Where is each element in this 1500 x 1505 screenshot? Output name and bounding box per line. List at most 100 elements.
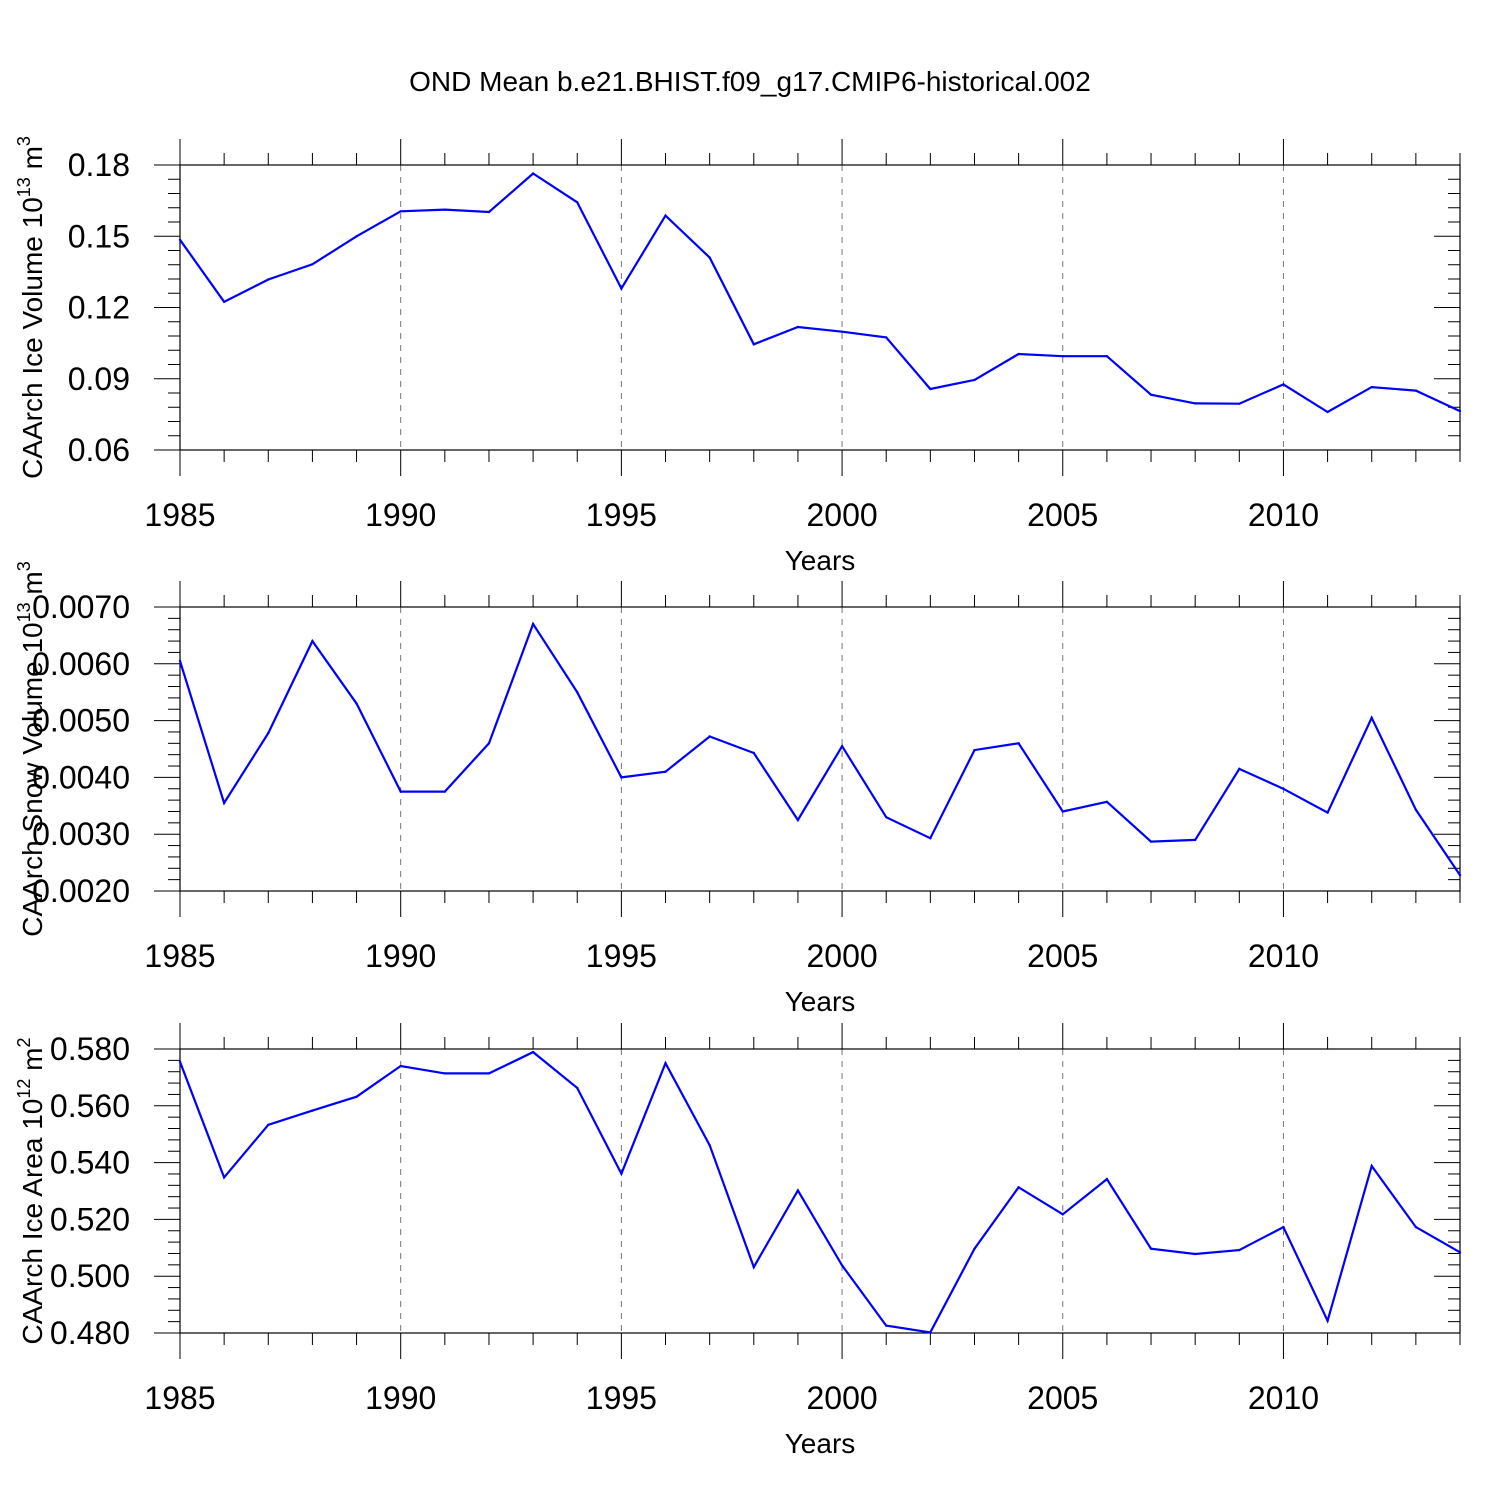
data-point [1414,808,1418,811]
data-point [267,731,270,735]
y-axis-title-exponent: 12 [14,1079,34,1099]
y-tick-label: 0.0070 [32,589,130,625]
data-point [1458,1251,1462,1254]
y-tick-label: 0.15 [68,218,130,254]
x-tick-label: 1990 [365,1380,436,1416]
x-tick-label: 2005 [1027,938,1098,974]
x-tick-label: 2000 [806,1380,877,1416]
x-axis-title: Years [785,986,856,1017]
data-point [1370,716,1373,719]
y-tick-label: 0.12 [68,290,130,326]
y-tick-label: 0.0040 [32,759,130,795]
y-axis-title: CAArch Ice Area 1012 m2 [14,1037,48,1344]
y-axis-title-text: CAArch Ice Area 10 [17,1099,48,1345]
data-point [1061,810,1064,813]
x-tick-label: 1990 [365,497,436,533]
data-point [487,1072,491,1075]
data-point [1105,354,1109,358]
data-point [1061,1213,1064,1216]
data-point [1238,767,1241,771]
data-point [531,172,535,175]
plot-frame [179,1048,1461,1334]
x-tick-label: 1995 [586,938,657,974]
data-point [1326,410,1329,414]
data-point [178,1060,182,1063]
data-point [399,790,402,793]
data-point [620,287,623,290]
panel-1: 0.06 0.09 0.12 0.15 0.18 1985 1990 1995 2000 2005… [14,136,1462,576]
y-tick-label: 0.500 [50,1258,130,1294]
data-point [399,1064,402,1068]
y-tick-label: 0.560 [50,1088,130,1124]
y-axis-title-unit-exponent: 3 [14,136,34,146]
data-point [708,256,711,259]
data-point [1149,1247,1153,1250]
data-point [708,1144,711,1147]
data-point [664,1062,667,1065]
data-point [840,744,844,748]
data-point [311,639,314,643]
data-point [752,751,755,755]
y-tick-label: 0.09 [68,361,130,397]
data-point [443,208,447,211]
data-point [222,300,226,303]
y-axis-title: CAArch Ice Volume 1013 m3 [14,136,48,479]
data-point [222,801,226,805]
data-point [620,776,623,779]
data-point [355,702,358,705]
data-point [443,1072,447,1075]
data-point [1414,1225,1418,1229]
y-axis-title-unit: m [17,571,48,602]
data-point [796,818,800,822]
data-point [399,210,402,213]
data-point [664,214,667,217]
data-point [1238,1248,1241,1252]
x-tick-label: 2005 [1027,1380,1098,1416]
x-tick-label: 2000 [806,938,877,974]
x-tick-label: 2010 [1248,1380,1319,1416]
data-point [487,742,491,745]
data-point [752,343,755,346]
x-tick-label: 1985 [144,497,215,533]
series-line [178,621,1461,876]
data-point [1326,811,1329,814]
data-point [885,1324,888,1327]
data-point [840,1264,844,1267]
y-axis-title-unit-exponent: 3 [14,561,34,571]
y-axis-title-text: CAArch Snow Volume 10 [17,622,48,936]
x-tick-label: 1995 [586,497,657,533]
series-line [179,172,1461,414]
x-tick-label: 2005 [1027,497,1098,533]
plot-frame [179,164,1461,451]
data-point [752,1265,755,1269]
data-point [1370,1164,1373,1168]
data-point [355,235,358,238]
data-point [1282,1225,1285,1229]
data-point [796,1189,800,1192]
y-tick-label: 0.0020 [32,873,130,909]
data-point [1458,873,1462,877]
y-tick-label: 0.18 [68,147,130,183]
data-point [576,1086,579,1090]
data-point [1017,742,1020,745]
x-tick-label: 1990 [365,938,436,974]
x-axis-title: Years [785,1428,856,1459]
y-axis-title: CAArch Snow Volume 1013 m3 [14,561,48,937]
series-line [178,1050,1461,1334]
data-point [531,1050,535,1054]
data-point [1017,1186,1020,1189]
y-axis-title-exponent: 13 [14,602,34,622]
data-point [531,622,535,626]
data-point [1370,385,1373,389]
data-point [178,238,182,242]
data-point [929,1331,932,1334]
data-point [1414,389,1418,392]
data-point [487,210,491,214]
x-axis-title: Years [785,545,856,576]
data-point [1193,402,1197,405]
data-point [796,325,800,329]
data-point [1105,1177,1109,1181]
data-point [355,1095,358,1098]
panel-3: 0.480 0.500 0.520 0.540 0.560 0.580 1985 1990 19… [14,1023,1462,1459]
